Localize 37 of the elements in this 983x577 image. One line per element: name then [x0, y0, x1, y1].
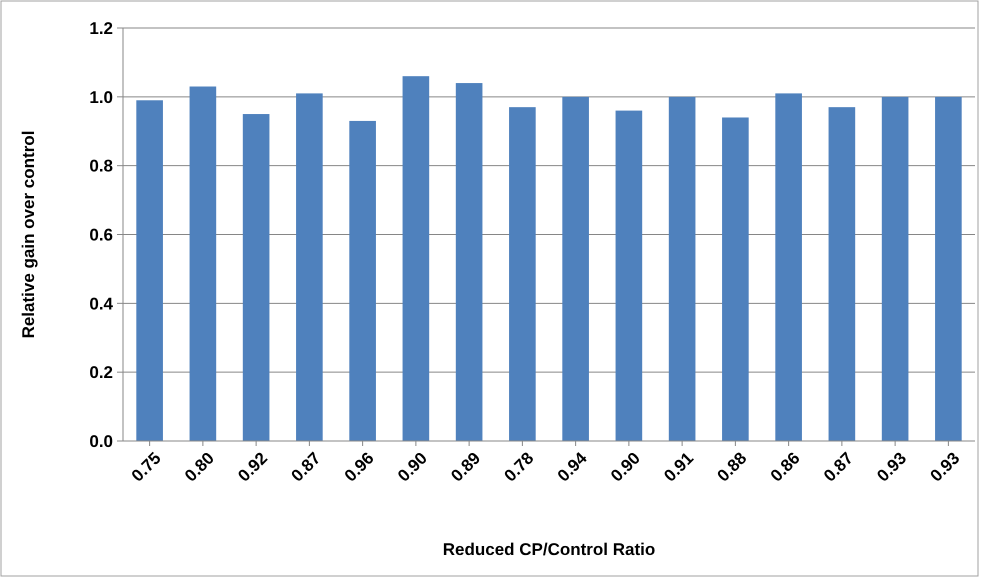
bar: [456, 83, 482, 441]
bar: [509, 107, 536, 441]
bar: [775, 93, 802, 441]
bar: [242, 114, 270, 441]
x-tick-label: 0.90: [607, 448, 644, 486]
y-tick-label: 1.0: [89, 88, 113, 107]
x-tick-label: 0.86: [766, 448, 804, 486]
bar: [562, 96, 589, 441]
x-tick-label: 0.78: [500, 448, 538, 486]
y-tick-label: 0.2: [89, 363, 113, 382]
x-axis-title: Reduced CP/Control Ratio: [442, 540, 656, 559]
x-tick-label: 0.91: [660, 448, 698, 486]
bar: [296, 93, 323, 441]
x-tick-label: 0.93: [926, 448, 964, 486]
x-tick-label: 0.93: [873, 448, 910, 486]
bar: [402, 76, 430, 441]
bar: [722, 117, 749, 441]
bar: [882, 96, 908, 441]
x-tick-label: 0.96: [340, 448, 378, 486]
bar: [190, 86, 216, 441]
y-tick-label: 0.6: [89, 225, 113, 244]
bar: [616, 110, 642, 441]
x-tick-label: 0.89: [447, 448, 484, 486]
y-tick-label: 1.2: [89, 18, 113, 38]
bar: [349, 120, 376, 441]
x-tick-label: 0.80: [181, 448, 218, 486]
x-tick-label: 0.90: [394, 448, 431, 486]
y-tick-label: 0.0: [89, 432, 113, 451]
x-tick-label: 0.88: [714, 448, 750, 486]
y-axis-title: Relative gain over control: [19, 130, 38, 338]
y-tick-label: 0.8: [89, 156, 113, 176]
bar: [935, 96, 962, 441]
bar: [828, 107, 856, 441]
y-tick-label: 0.4: [89, 294, 114, 314]
bar: [668, 96, 696, 441]
bar: [136, 100, 163, 441]
x-tick-label: 0.92: [234, 448, 272, 486]
